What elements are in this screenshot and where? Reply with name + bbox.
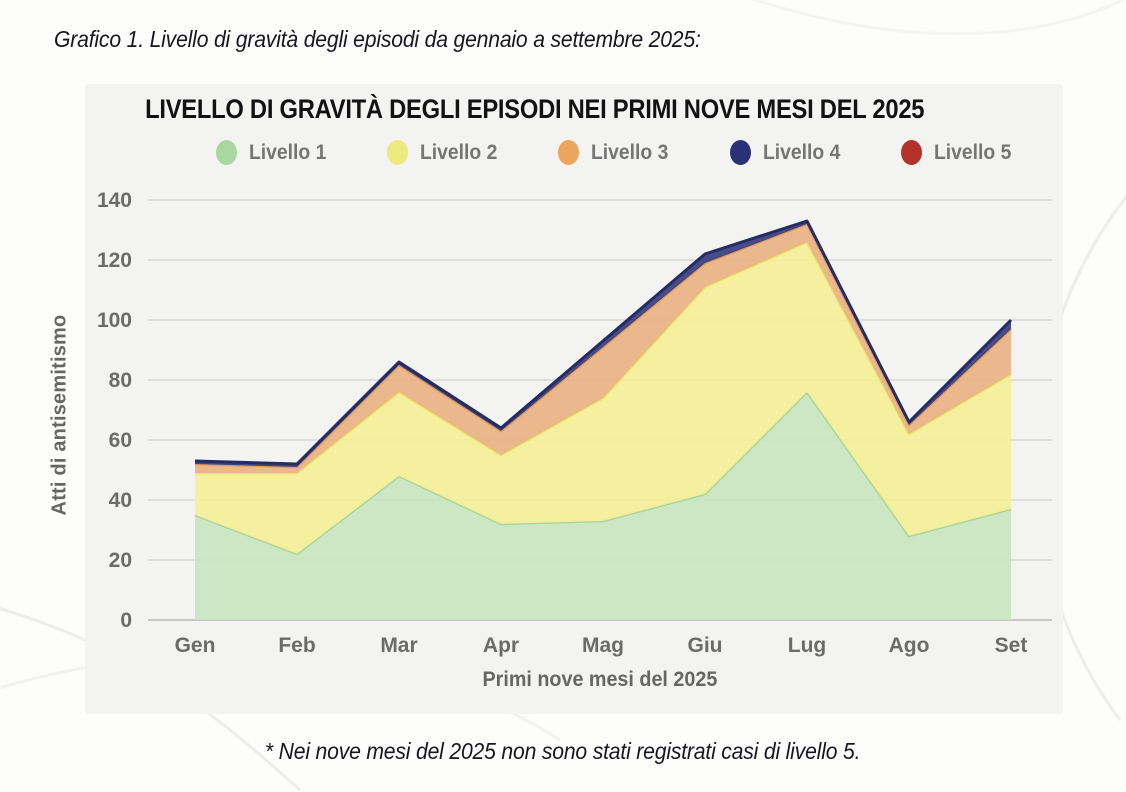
chart-footnote: * Nei nove mesi del 2025 non sono stati … — [265, 738, 861, 764]
figure-caption: Grafico 1. Livello di gravità degli epis… — [54, 26, 701, 52]
legend-label: Livello 1 — [249, 140, 327, 164]
legend-item-livello-3: Livello 3 — [558, 140, 675, 165]
legend-item-livello-5: Livello 5 — [900, 140, 1018, 165]
legend-label: Livello 5 — [933, 140, 1011, 164]
chart-title: LIVELLO DI GRAVITÀ DEGLI EPISODI NEI PRI… — [145, 94, 925, 124]
legend-marker — [558, 140, 580, 165]
legend-item-livello-1: Livello 1 — [216, 140, 333, 165]
x-axis-title: Primi nove mesi del 2025 — [482, 668, 718, 691]
legend-marker — [387, 140, 409, 165]
chart-legend: Livello 1 Livello 2 Livello 3 Livello 4 Live… — [108, 140, 1126, 165]
legend-item-livello-2: Livello 2 — [387, 140, 504, 165]
legend-item-livello-4: Livello 4 — [729, 140, 847, 165]
legend-marker — [216, 140, 238, 165]
y-axis-title: Atti di antisemitismo — [48, 314, 71, 516]
legend-label: Livello 4 — [762, 140, 840, 164]
legend-marker — [900, 140, 922, 165]
legend-label: Livello 3 — [591, 140, 669, 164]
legend-label: Livello 2 — [420, 140, 498, 164]
legend-marker — [729, 140, 751, 165]
chart-card — [85, 84, 1063, 714]
